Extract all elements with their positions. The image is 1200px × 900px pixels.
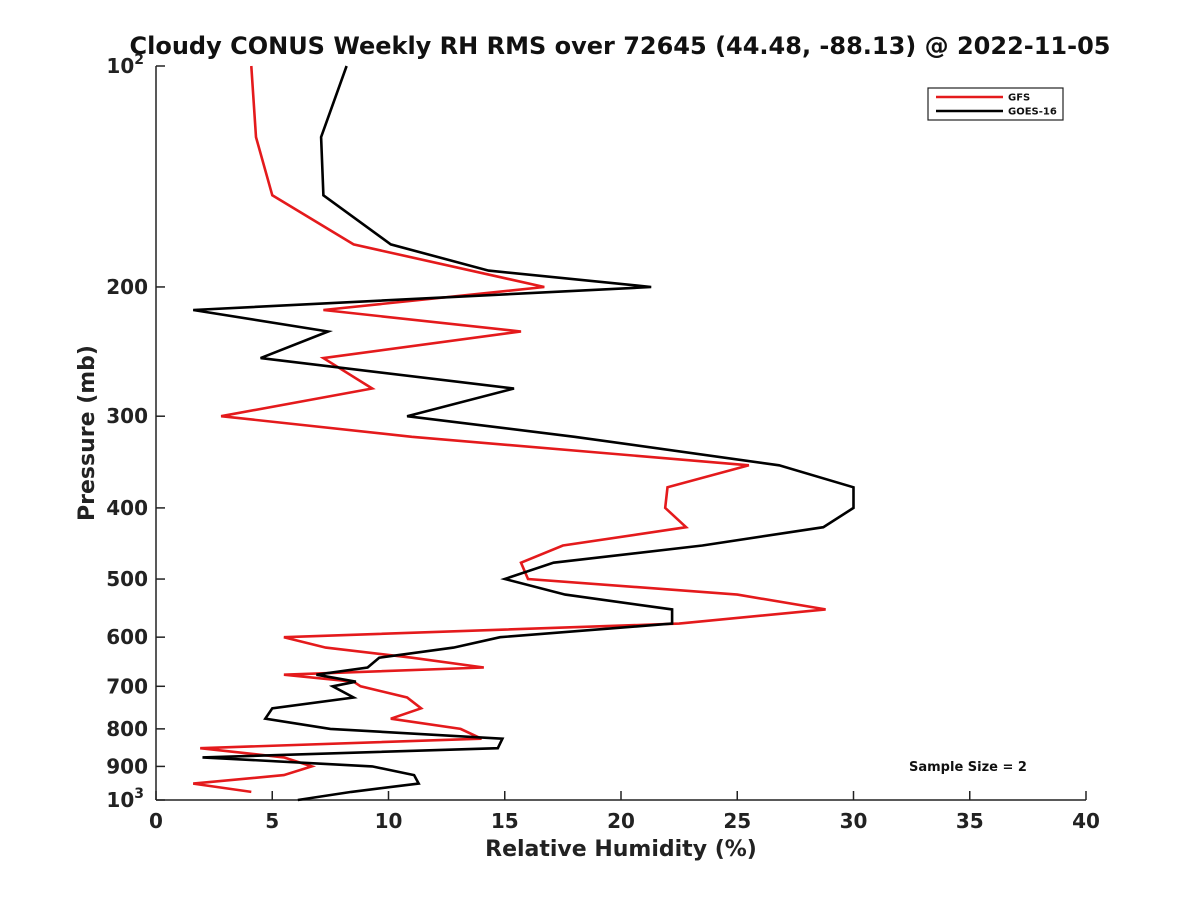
x-tick-label: 40 bbox=[1072, 809, 1100, 833]
x-axis-label: Relative Humidity (%) bbox=[485, 837, 757, 862]
y-tick-label-base: 10 bbox=[106, 54, 134, 78]
y-tick-label: 600 bbox=[106, 625, 148, 649]
plot-axes bbox=[155, 66, 1086, 801]
sample-size-annotation: Sample Size = 2 bbox=[909, 760, 1027, 775]
legend: GFS GOES-16 bbox=[927, 87, 1064, 121]
x-tick-label: 15 bbox=[491, 809, 519, 833]
legend-label-gfs: GFS bbox=[1008, 93, 1030, 104]
chart-title: Cloudy CONUS Weekly RH RMS over 72645 (4… bbox=[130, 32, 1111, 60]
x-tick-label: 10 bbox=[375, 809, 403, 833]
y-tick-label-exponent: 3 bbox=[134, 786, 144, 802]
series-group bbox=[192, 65, 855, 802]
x-tick-group: 0 5 10 15 20 25 30 35 40 bbox=[149, 791, 1100, 833]
y-tick-label-top: 102 bbox=[106, 52, 144, 78]
y-tick-label: 900 bbox=[106, 754, 148, 778]
series-line-gfs bbox=[193, 65, 826, 794]
y-tick-label: 500 bbox=[106, 567, 148, 591]
y-tick-label: 400 bbox=[106, 496, 148, 520]
y-tick-label-exponent: 2 bbox=[134, 52, 144, 68]
y-tick-label: 700 bbox=[106, 674, 148, 698]
y-axis-label: Pressure (mb) bbox=[75, 345, 100, 521]
x-tick-label: 0 bbox=[149, 809, 163, 833]
series-line-goes16 bbox=[192, 65, 855, 802]
y-tick-label: 300 bbox=[106, 404, 148, 428]
x-tick-label: 25 bbox=[723, 809, 751, 833]
x-tick-label: 35 bbox=[956, 809, 984, 833]
y-tick-label-base: 10 bbox=[106, 788, 134, 812]
legend-label-goes16: GOES-16 bbox=[1008, 107, 1057, 118]
y-tick-label-bottom: 103 bbox=[106, 786, 144, 812]
y-tick-label: 800 bbox=[106, 717, 148, 741]
y-tick-label: 200 bbox=[106, 275, 148, 299]
x-tick-label: 20 bbox=[607, 809, 635, 833]
x-tick-label: 30 bbox=[840, 809, 868, 833]
x-tick-label: 5 bbox=[265, 809, 279, 833]
legend-box bbox=[927, 87, 1064, 121]
